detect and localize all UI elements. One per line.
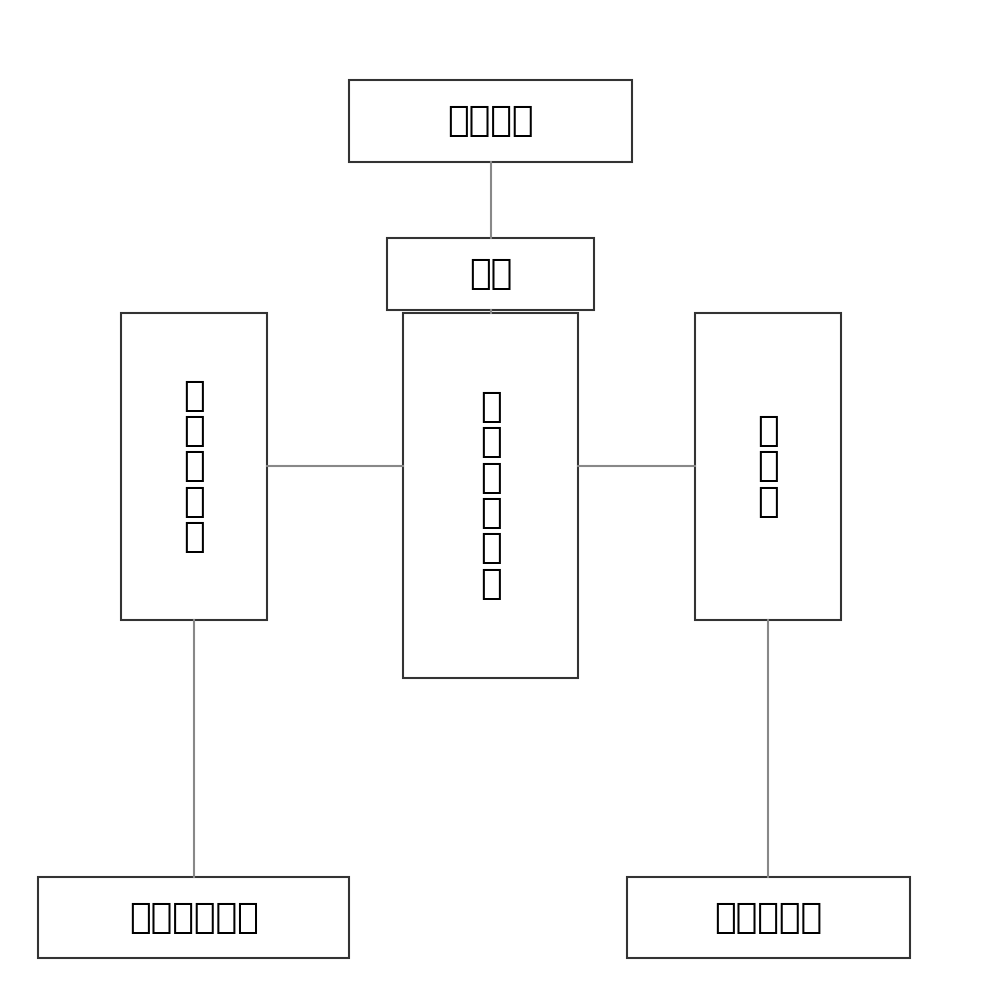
Bar [38, 877, 349, 958]
Bar [627, 877, 909, 958]
Text: 位置采集器: 位置采集器 [714, 901, 822, 935]
Bar [403, 313, 578, 678]
Text: 运
动
控
制
器: 运 动 控 制 器 [183, 379, 205, 554]
Bar [349, 80, 632, 162]
Text: 位置反馈模块: 位置反馈模块 [129, 901, 259, 935]
Bar [387, 238, 594, 310]
Text: 检测装置: 检测装置 [447, 104, 534, 138]
Text: 电
机
驱
动
装
置: 电 机 驱 动 装 置 [480, 390, 501, 601]
Text: 电机: 电机 [469, 257, 512, 291]
Text: 工
作
台: 工 作 台 [757, 414, 779, 519]
Bar [696, 313, 842, 620]
Bar [121, 313, 267, 620]
